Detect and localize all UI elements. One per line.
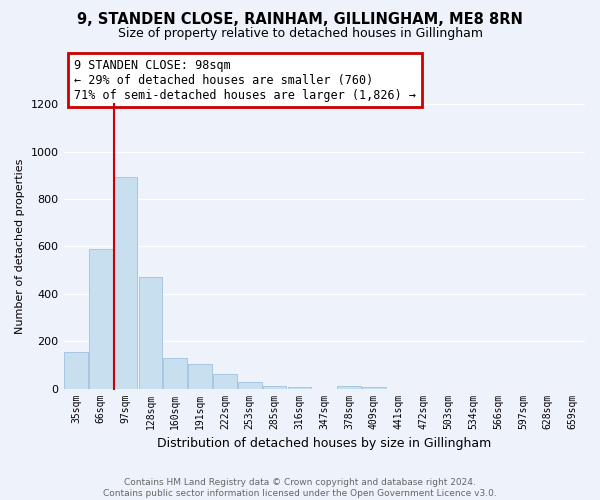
Bar xyxy=(213,374,237,388)
Bar xyxy=(139,277,162,388)
Text: 9, STANDEN CLOSE, RAINHAM, GILLINGHAM, ME8 8RN: 9, STANDEN CLOSE, RAINHAM, GILLINGHAM, M… xyxy=(77,12,523,28)
Bar xyxy=(188,364,212,388)
Bar xyxy=(163,358,187,388)
Bar xyxy=(337,386,361,388)
Text: Contains HM Land Registry data © Crown copyright and database right 2024.
Contai: Contains HM Land Registry data © Crown c… xyxy=(103,478,497,498)
Text: Size of property relative to detached houses in Gillingham: Size of property relative to detached ho… xyxy=(118,28,482,40)
Bar xyxy=(238,382,262,388)
Bar xyxy=(287,386,311,388)
Y-axis label: Number of detached properties: Number of detached properties xyxy=(15,159,25,334)
Bar xyxy=(263,386,286,388)
Bar xyxy=(89,249,113,388)
X-axis label: Distribution of detached houses by size in Gillingham: Distribution of detached houses by size … xyxy=(157,437,491,450)
Bar xyxy=(362,386,386,388)
Bar xyxy=(64,352,88,389)
Text: 9 STANDEN CLOSE: 98sqm
← 29% of detached houses are smaller (760)
71% of semi-de: 9 STANDEN CLOSE: 98sqm ← 29% of detached… xyxy=(74,58,416,102)
Bar xyxy=(114,176,137,388)
